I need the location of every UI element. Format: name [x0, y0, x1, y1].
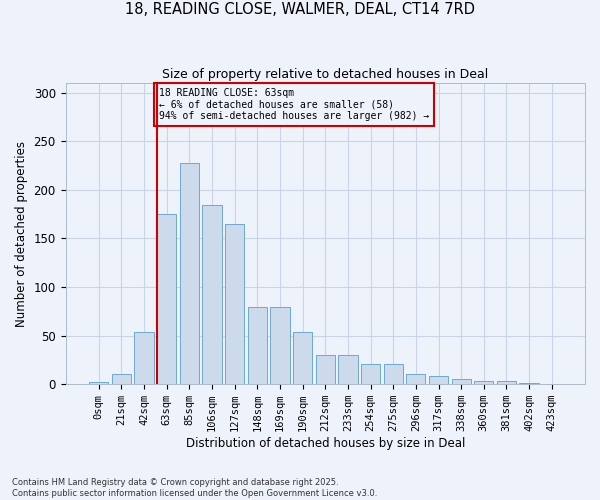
Title: Size of property relative to detached houses in Deal: Size of property relative to detached ho…	[162, 68, 488, 80]
Bar	[452, 380, 471, 384]
Y-axis label: Number of detached properties: Number of detached properties	[15, 140, 28, 326]
Bar	[89, 382, 109, 384]
Bar	[293, 332, 312, 384]
Bar	[361, 364, 380, 384]
Bar	[429, 376, 448, 384]
Bar	[316, 355, 335, 384]
Bar	[202, 206, 221, 384]
X-axis label: Distribution of detached houses by size in Deal: Distribution of detached houses by size …	[185, 437, 465, 450]
Text: Contains HM Land Registry data © Crown copyright and database right 2025.
Contai: Contains HM Land Registry data © Crown c…	[12, 478, 377, 498]
Bar	[180, 162, 199, 384]
Bar	[225, 224, 244, 384]
Text: 18 READING CLOSE: 63sqm
← 6% of detached houses are smaller (58)
94% of semi-det: 18 READING CLOSE: 63sqm ← 6% of detached…	[160, 88, 430, 121]
Bar	[383, 364, 403, 384]
Bar	[248, 306, 267, 384]
Bar	[497, 382, 516, 384]
Bar	[134, 332, 154, 384]
Bar	[271, 306, 290, 384]
Bar	[157, 214, 176, 384]
Bar	[474, 382, 493, 384]
Text: 18, READING CLOSE, WALMER, DEAL, CT14 7RD: 18, READING CLOSE, WALMER, DEAL, CT14 7R…	[125, 2, 475, 18]
Bar	[338, 355, 358, 384]
Bar	[112, 374, 131, 384]
Bar	[406, 374, 425, 384]
